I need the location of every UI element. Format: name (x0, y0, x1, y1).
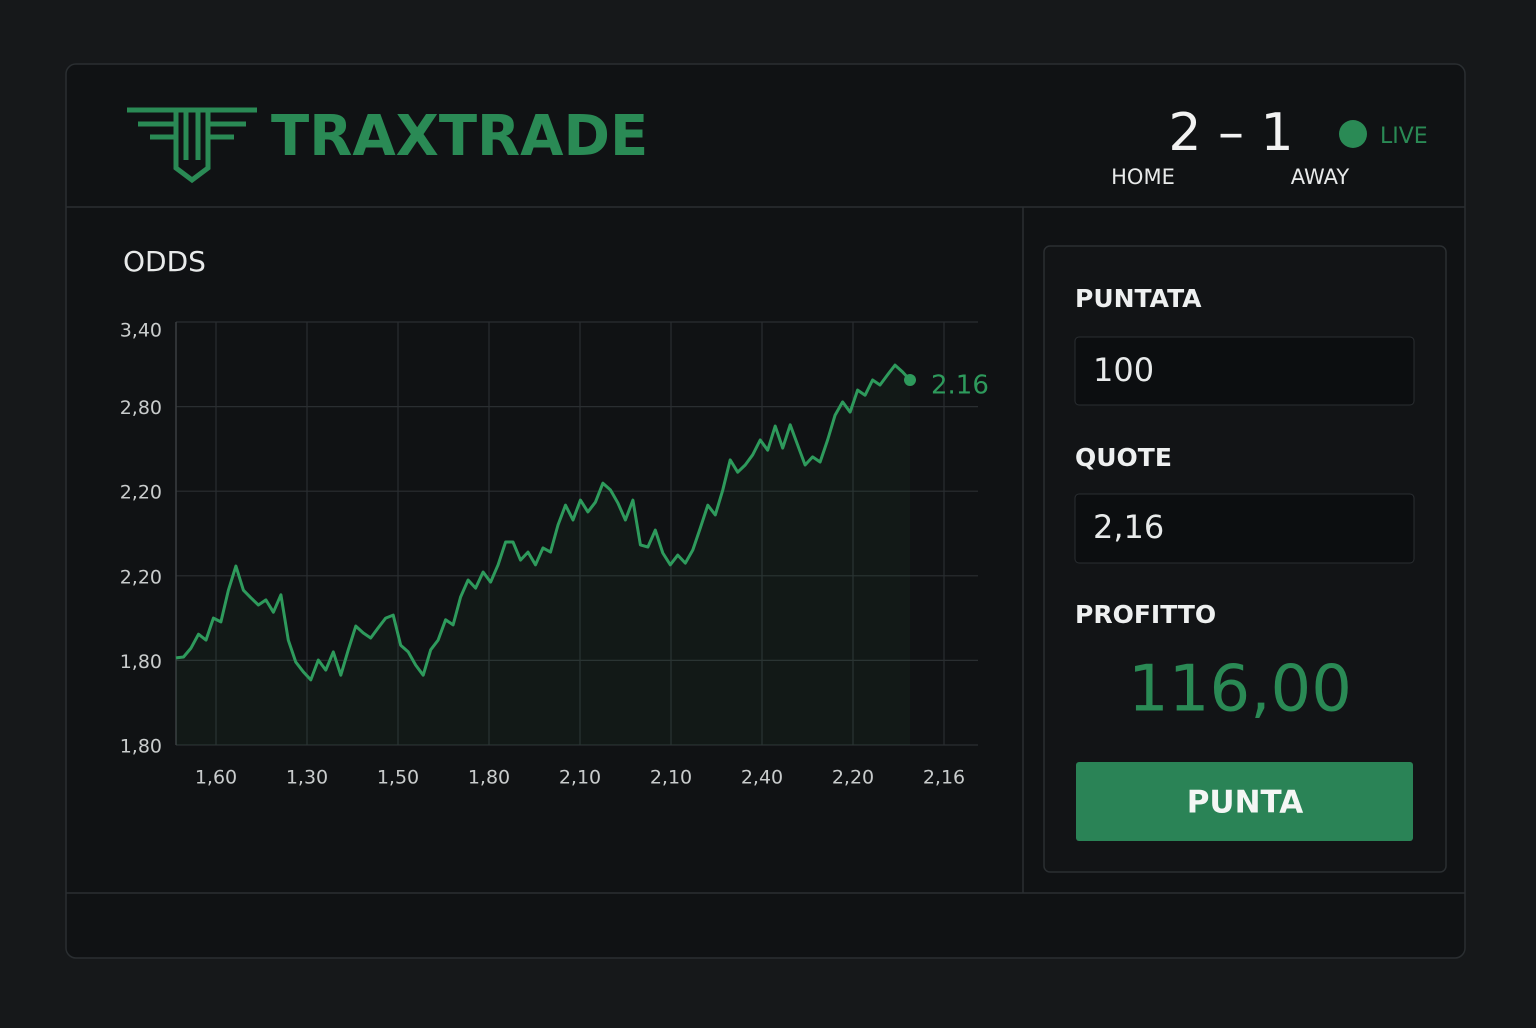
x-tick-label: 2,10 (559, 767, 601, 789)
x-tick-label: 2,10 (650, 767, 692, 789)
y-tick-label: 2,80 (120, 397, 162, 419)
line (175, 363, 912, 682)
score: 2 – 1 (1168, 103, 1293, 163)
live-status: LIVE (1380, 124, 1428, 149)
annotation: 2.16 (931, 370, 989, 400)
area (176, 365, 910, 745)
stake-label: PUNTATA (1075, 284, 1202, 313)
last-point (904, 373, 916, 386)
profit-label: PROFITTO (1075, 600, 1216, 629)
stake-value: 100 (1093, 351, 1154, 389)
live-dot (1339, 120, 1367, 148)
x-tick-label: 1,60 (195, 767, 237, 789)
bet-button-label[interactable]: PUNTA (1187, 785, 1304, 821)
x-tick-label: 2,40 (741, 767, 783, 789)
chart-title: ODDS (123, 245, 206, 278)
logo-icon (127, 107, 257, 184)
y-tick-label: 2,20 (120, 482, 162, 504)
x-tick-label: 2,16 (923, 767, 965, 789)
odds-input[interactable] (1074, 493, 1415, 564)
away-label: AWAY (1291, 165, 1350, 189)
y-tick-label: 2,20 (120, 566, 162, 588)
x-tick-label: 1,30 (286, 767, 328, 789)
y-tick-label: 1,80 (120, 651, 162, 673)
brand: TRAXTRADE (271, 104, 648, 169)
chart: 3,40 2,80 2,20 2,20 1,80 1,80 1,60 1,30 1,50 1,80… (120, 320, 989, 789)
y-tick-label: 1,80 (120, 736, 162, 758)
x-tick-label: 1,50 (377, 767, 419, 789)
y-tick-label: 3,40 (120, 320, 162, 342)
x-tick-label: 2,20 (832, 767, 874, 789)
home-label: HOME (1111, 165, 1175, 189)
bet-button[interactable] (1076, 762, 1413, 841)
odds-value: 2,16 (1093, 508, 1164, 546)
x-tick-label: 1,80 (468, 767, 510, 789)
profit-value: 116,00 (1128, 653, 1352, 727)
odds-label: QUOTE (1075, 443, 1172, 472)
stake-input[interactable] (1074, 336, 1415, 406)
